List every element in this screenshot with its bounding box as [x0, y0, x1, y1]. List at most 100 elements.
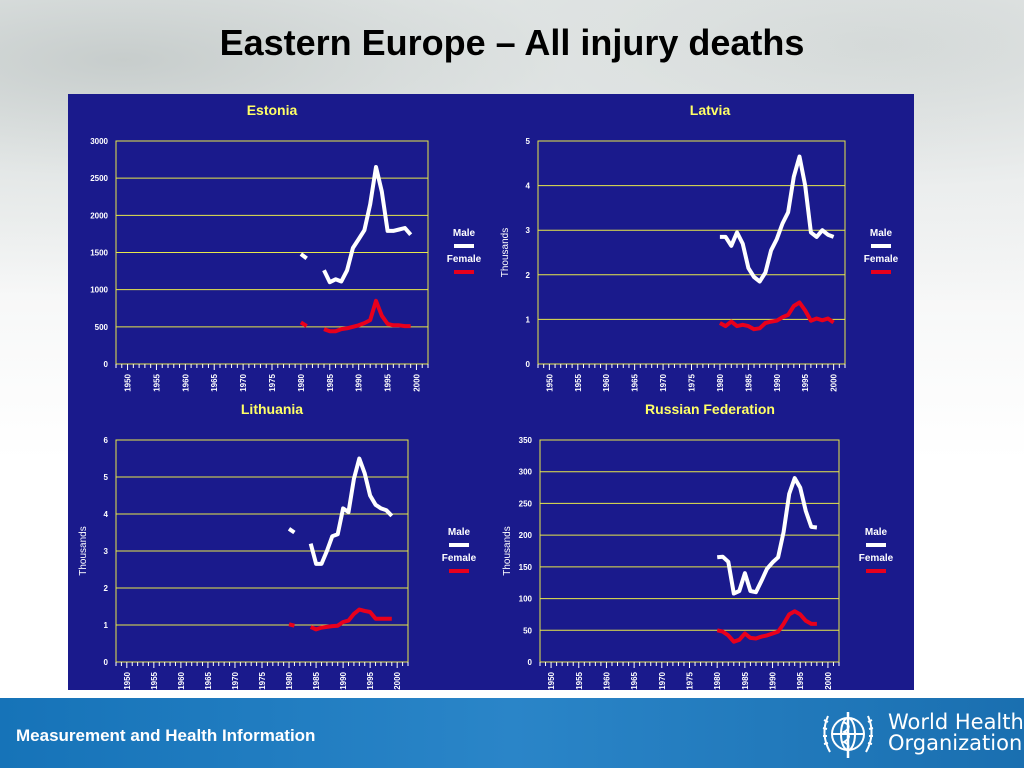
legend-label: Male — [870, 228, 893, 239]
x-tick-label: 1955 — [150, 671, 159, 689]
x-tick-label: 1970 — [239, 373, 248, 391]
y-tick-label: 4 — [104, 510, 109, 519]
y-tick-label: 0 — [104, 658, 109, 667]
y-tick-label: 150 — [519, 563, 533, 572]
y-tick-label: 2500 — [90, 174, 108, 183]
chart-3: Russian Federation 0 50 100 150 200 250 300 350 1… — [502, 401, 894, 690]
y-tick-label: 2 — [526, 271, 531, 280]
legend-label: Female — [447, 254, 482, 265]
footer-text: Measurement and Health Information — [16, 726, 316, 745]
plot-frame — [539, 439, 840, 663]
x-tick-label: 1985 — [326, 373, 335, 391]
y-tick-label: 250 — [519, 499, 533, 508]
y-tick-label: 6 — [104, 436, 109, 445]
x-tick-label: 1950 — [123, 671, 132, 689]
charts-panel: Estonia 0 500 1000 1500 2000 2500 3000 1950 1955 1… — [68, 94, 914, 690]
x-tick-label: 1965 — [210, 373, 219, 391]
female-series-line — [309, 607, 392, 632]
x-tick-label: 1985 — [741, 671, 750, 689]
x-tick-label: 1975 — [258, 671, 267, 689]
x-tick-label: 1990 — [339, 671, 348, 689]
x-tick-label: 2000 — [412, 373, 421, 391]
y-tick-label: 5 — [526, 137, 531, 146]
legend-label: Male — [865, 527, 888, 538]
x-tick-label: 1985 — [312, 671, 321, 689]
x-tick-label: 1995 — [801, 373, 810, 391]
y-tick-label: 200 — [519, 531, 533, 540]
legend: Male Female — [447, 228, 482, 274]
chart-1: Latvia 0 1 2 3 4 5 1950 1955 1960 1965 1970 1975 1980… — [500, 102, 899, 392]
x-tick-label: 1995 — [384, 373, 393, 391]
x-tick-label: 1960 — [177, 671, 186, 689]
x-tick-label: 1970 — [658, 671, 667, 689]
x-tick-label: 1970 — [659, 373, 668, 391]
x-tick-label: 1980 — [297, 373, 306, 391]
female-series-line — [718, 300, 835, 332]
y-tick-label: 3 — [104, 547, 109, 556]
y-tick-label: 500 — [95, 323, 109, 332]
x-tick-label: 1975 — [688, 373, 697, 391]
male-series-line — [322, 165, 413, 285]
x-tick-label: 1990 — [769, 671, 778, 689]
who-logo-line2: Organization — [888, 731, 1023, 755]
y-tick-label: 100 — [519, 595, 533, 604]
x-tick-label: 1995 — [366, 671, 375, 689]
x-tick-label: 1965 — [204, 671, 213, 689]
x-tick-label: 1975 — [268, 373, 277, 391]
x-tick-label: 1990 — [355, 373, 364, 391]
y-axis-label: Thousands — [502, 526, 513, 575]
chart-2: Lithuania 0 1 2 3 4 5 6 1950 1955 1960 1965 1970 1975… — [78, 401, 477, 690]
legend: Male Female — [442, 527, 477, 573]
legend-label: Male — [448, 527, 471, 538]
footer-bar: Measurement and Health Information World… — [0, 698, 1024, 768]
y-tick-label: 2 — [104, 584, 109, 593]
x-tick-label: 2000 — [830, 373, 839, 391]
chart-title: Russian Federation — [645, 401, 775, 417]
x-tick-label: 1950 — [124, 373, 133, 391]
y-tick-label: 50 — [523, 626, 532, 635]
male-series-line — [287, 527, 296, 535]
male-series-line — [719, 154, 835, 284]
chart-0: Estonia 0 500 1000 1500 2000 2500 3000 1950 1955 1… — [90, 102, 481, 392]
x-tick-label: 1950 — [547, 671, 556, 689]
female-series-line — [716, 609, 817, 644]
y-tick-label: 300 — [519, 468, 533, 477]
y-tick-label: 0 — [526, 360, 531, 369]
x-tick-label: 1960 — [602, 671, 611, 689]
female-series-line — [323, 298, 411, 334]
x-tick-label: 1955 — [152, 373, 161, 391]
y-tick-label: 2000 — [90, 211, 108, 220]
y-tick-label: 3 — [526, 226, 531, 235]
x-tick-label: 1955 — [574, 373, 583, 391]
chart-title: Latvia — [690, 102, 731, 118]
female-series-line — [288, 622, 295, 628]
y-tick-label: 0 — [104, 360, 109, 369]
y-tick-label: 1500 — [90, 249, 108, 258]
male-series-line — [308, 456, 394, 566]
x-tick-label: 1980 — [713, 671, 722, 689]
y-tick-label: 1 — [104, 621, 109, 630]
y-tick-label: 0 — [528, 658, 533, 667]
who-logo-line1: World Health — [888, 710, 1024, 734]
x-tick-label: 1955 — [575, 671, 584, 689]
x-tick-label: 2000 — [824, 671, 833, 689]
y-axis-label: Thousands — [78, 526, 89, 575]
x-tick-label: 1960 — [602, 373, 611, 391]
x-tick-label: 2000 — [393, 671, 402, 689]
y-tick-label: 1000 — [90, 286, 108, 295]
x-tick-label: 1965 — [630, 671, 639, 689]
legend-label: Male — [453, 228, 476, 239]
x-tick-label: 1965 — [631, 373, 640, 391]
y-tick-label: 350 — [519, 436, 533, 445]
y-tick-label: 4 — [526, 182, 531, 191]
legend: Male Female — [864, 228, 899, 274]
legend: Male Female — [859, 527, 894, 573]
slide-title: Eastern Europe – All injury deaths — [219, 22, 805, 63]
x-tick-label: 1990 — [773, 373, 782, 391]
y-axis-label: Thousands — [500, 228, 511, 277]
x-tick-label: 1950 — [545, 373, 554, 391]
x-tick-label: 1975 — [686, 671, 695, 689]
legend-label: Female — [442, 553, 477, 564]
male-series-line — [716, 476, 818, 596]
plot-frame — [537, 140, 846, 365]
